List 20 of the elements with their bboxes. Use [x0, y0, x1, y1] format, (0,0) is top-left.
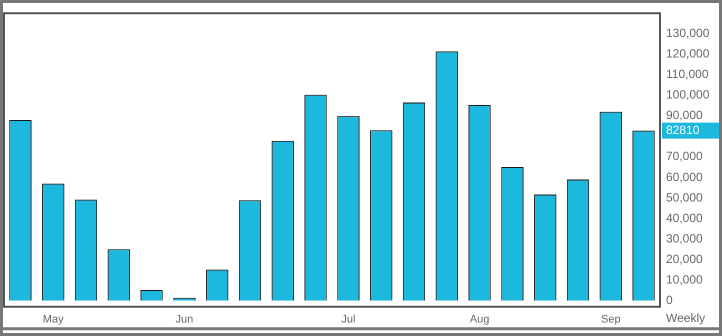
y-tick-label: 60,000 [666, 170, 704, 184]
x-tick-label: Jun [176, 313, 194, 326]
y-tick-label: 0 [666, 292, 673, 307]
y-tick-label: 110,000 [666, 67, 709, 82]
y-tick-label: 50,000 [666, 190, 704, 204]
y-tick-label: 10,000 [666, 272, 704, 286]
y-tick-label: 70,000 [666, 149, 704, 164]
x-tick-label: Aug [470, 313, 490, 326]
text: 82810 [666, 122, 700, 137]
y-tick-label: 130,000 [666, 26, 710, 40]
x-tick-label: Jul [341, 313, 356, 326]
x-tick-label: May [42, 313, 64, 326]
x-tick-label: Sep [601, 313, 621, 326]
y-tick-label: 40,000 [666, 210, 704, 225]
y-tick-label: 100,000 [666, 88, 710, 102]
y-tick-label: 30,000 [666, 231, 704, 246]
y-tick-label: 90,000 [666, 108, 704, 122]
y-tick-label: 20,000 [666, 252, 704, 266]
x-axis-title: Weekly [666, 311, 706, 326]
y-tick-label: 120,000 [666, 46, 710, 61]
